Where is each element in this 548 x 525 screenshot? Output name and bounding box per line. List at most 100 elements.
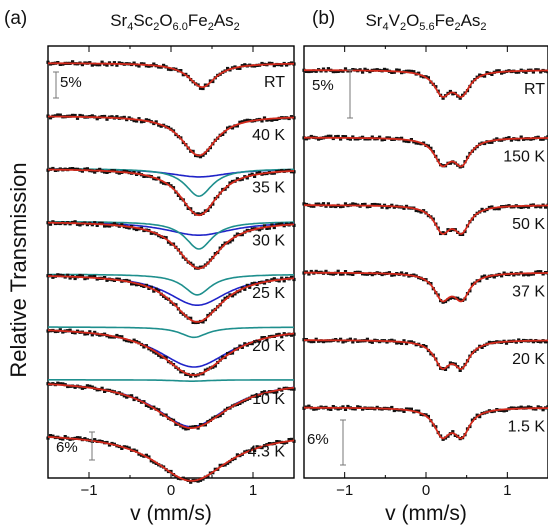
data-point <box>504 341 509 345</box>
data-point <box>321 67 326 71</box>
data-point <box>507 136 511 140</box>
data-point <box>419 412 423 416</box>
data-point <box>152 177 156 181</box>
data-point <box>287 438 291 442</box>
data-point <box>334 69 338 74</box>
data-point <box>304 137 308 141</box>
data-point <box>115 63 119 67</box>
data-point <box>375 203 379 207</box>
data-point <box>228 293 232 297</box>
data-point <box>419 210 423 214</box>
data-point <box>184 372 188 376</box>
data-point <box>539 70 543 74</box>
fit-curve <box>47 168 295 217</box>
data-point <box>117 277 121 281</box>
data-point <box>339 205 343 209</box>
data-point <box>260 61 264 66</box>
data-point <box>144 118 148 122</box>
data-point <box>95 388 99 392</box>
fit-curve <box>48 62 295 88</box>
data-point <box>341 135 345 139</box>
data-point <box>336 134 340 139</box>
data-point <box>135 396 139 400</box>
data-point <box>243 63 247 67</box>
data-point <box>448 89 452 94</box>
data-point <box>275 390 279 394</box>
scale-bar: 6% <box>307 419 346 466</box>
title-element: V <box>389 11 401 30</box>
data-point <box>265 337 269 341</box>
data-point <box>73 276 77 281</box>
data-point <box>526 205 531 209</box>
data-point <box>414 141 418 145</box>
data-point <box>497 69 501 73</box>
plot-frame <box>47 45 295 479</box>
data-point <box>250 342 254 346</box>
data-point <box>95 223 99 227</box>
temperature-label: 35 K <box>252 180 285 197</box>
data-point <box>387 271 391 275</box>
data-point <box>402 339 406 343</box>
data-point <box>98 167 102 171</box>
data-point <box>103 389 107 393</box>
data-point <box>495 207 499 211</box>
data-point <box>534 270 538 274</box>
data-point <box>267 61 271 65</box>
data-point <box>243 119 247 123</box>
data-point <box>277 222 281 226</box>
data-point <box>262 390 267 394</box>
data-point <box>395 68 399 72</box>
title-element: Sr <box>110 11 127 30</box>
data-point <box>483 209 487 213</box>
data-point <box>275 117 279 121</box>
data-point <box>235 177 239 181</box>
data-point <box>157 65 161 69</box>
data-point <box>243 342 247 346</box>
plot-frame <box>303 45 548 479</box>
spectrum-1.5k: 1.5 K <box>302 404 548 441</box>
data-point <box>152 121 156 126</box>
data-point <box>292 277 296 282</box>
data-point <box>361 203 365 207</box>
data-point <box>58 62 62 66</box>
data-point <box>157 176 161 180</box>
data-point <box>356 405 360 409</box>
data-point <box>412 70 416 74</box>
data-point <box>326 202 330 206</box>
data-point <box>404 407 409 411</box>
data-point <box>490 205 494 209</box>
data-point <box>127 339 131 343</box>
data-point <box>228 240 232 244</box>
data-point <box>544 340 548 344</box>
data-point <box>382 67 387 71</box>
data-point <box>480 207 484 211</box>
data-point <box>95 63 99 67</box>
data-point <box>329 134 333 138</box>
data-point <box>73 113 77 118</box>
data-point <box>309 69 313 73</box>
data-point <box>361 407 365 411</box>
data-point <box>127 446 131 450</box>
data-point <box>451 92 455 96</box>
title-subscript: 2 <box>234 21 240 33</box>
data-point <box>132 61 136 65</box>
data-point <box>326 134 330 138</box>
data-point <box>380 138 384 142</box>
data-point <box>302 202 306 206</box>
spectrum-10k: 10 K <box>46 379 296 431</box>
panel-label: (a) <box>4 8 27 29</box>
data-point <box>191 320 195 324</box>
data-point <box>309 134 313 139</box>
data-point <box>407 69 411 73</box>
data-point <box>230 179 235 184</box>
data-point <box>51 166 55 171</box>
data-point <box>255 171 259 175</box>
spectrum-150k: 150 K <box>302 134 548 169</box>
data-point <box>169 469 173 474</box>
data-point <box>68 167 72 171</box>
data-point <box>66 384 70 389</box>
data-point <box>152 62 156 66</box>
title-subscript: 2 <box>480 21 486 33</box>
data-point <box>339 337 343 341</box>
